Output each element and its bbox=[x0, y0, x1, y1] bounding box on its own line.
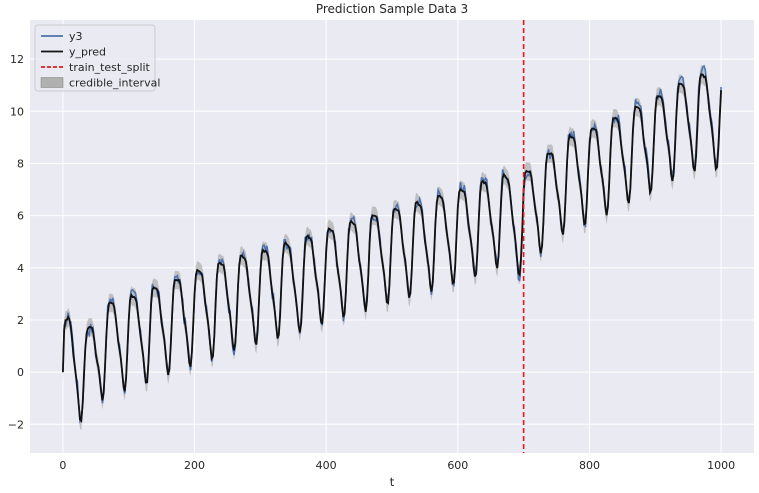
tick-labels: 0 200 400 600 800 1000 −2 0 2 4 6 8 10 12 bbox=[8, 53, 735, 472]
legend-label-train-test-split: train_test_split bbox=[69, 61, 151, 74]
legend-label-y-pred: y_pred bbox=[69, 46, 106, 59]
y-tick-label: 12 bbox=[10, 53, 24, 66]
y-tick-label: 4 bbox=[17, 262, 24, 275]
x-tick-label: 1000 bbox=[707, 459, 735, 472]
chart-title: Prediction Sample Data 3 bbox=[316, 2, 468, 16]
x-tick-label: 200 bbox=[184, 459, 205, 472]
x-tick-label: 600 bbox=[447, 459, 468, 472]
series-lines bbox=[62, 64, 722, 424]
y-tick-label: 0 bbox=[17, 366, 24, 379]
y-tick-label: −2 bbox=[8, 418, 24, 431]
legend-box bbox=[34, 24, 156, 92]
legend-swatch-credible-interval bbox=[40, 77, 64, 88]
x-tick-label: 0 bbox=[59, 459, 66, 472]
y-tick-label: 6 bbox=[17, 210, 24, 223]
legend-label-y3: y3 bbox=[69, 30, 83, 43]
legend: y3 y_pred train_test_split credible_interva… bbox=[34, 24, 160, 92]
x-axis-label: t bbox=[390, 475, 395, 489]
legend-label-credible-interval: credible_interval bbox=[69, 77, 160, 90]
y-pred-series-line bbox=[62, 73, 722, 424]
y-tick-label: 2 bbox=[17, 314, 24, 327]
x-tick-label: 800 bbox=[579, 459, 600, 472]
y-tick-label: 8 bbox=[17, 157, 24, 170]
x-tick-label: 400 bbox=[316, 459, 337, 472]
y-tick-label: 10 bbox=[10, 105, 24, 118]
